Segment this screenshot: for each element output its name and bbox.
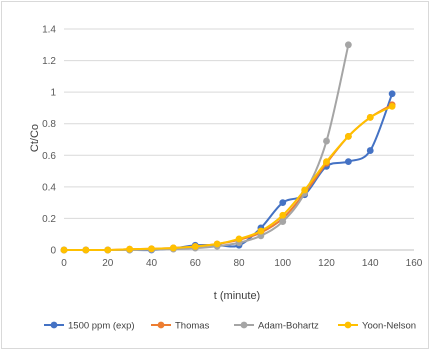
data-point: [191, 243, 199, 250]
data-point: [82, 246, 90, 254]
x-tick-label: 160: [406, 258, 423, 269]
y-tick-label: 0.2: [42, 214, 56, 225]
data-point: [344, 132, 352, 140]
y-tick-label: 0: [50, 246, 56, 257]
tick-labels: 0 0.2 0.4 0.6 0.8 1 1.2 1.4 0 20 40 60 80 100 120 140 16…: [42, 25, 423, 270]
data-point: [301, 186, 309, 194]
y-tick-label: 0.4: [42, 182, 56, 193]
legend-label: Yoon-Nelson: [362, 321, 416, 332]
legend-entry: Yoon-Nelson: [338, 321, 416, 332]
x-tick-label: 120: [318, 258, 335, 269]
x-tick-label: 40: [146, 258, 158, 269]
data-point: [388, 90, 396, 98]
data-point: [323, 137, 330, 145]
legend-swatch-marker: [344, 321, 352, 329]
x-tick-label: 100: [274, 258, 291, 269]
data-point: [366, 147, 374, 154]
legend-label: Adam-Bohartz: [258, 321, 319, 332]
x-tick-label: 60: [190, 258, 202, 269]
data-point: [213, 240, 221, 248]
data-point: [344, 41, 352, 49]
legend: 1500 ppm (exp) Thomas Adam-Bohartz Yoon-Nel…: [44, 321, 416, 332]
series-yoon-nelson: [60, 102, 396, 254]
legend-swatch-marker: [240, 321, 248, 329]
gridlines: [64, 28, 414, 219]
y-tick-label: 1: [50, 88, 56, 99]
y-tick-label: 0.8: [42, 119, 56, 130]
data-point: [169, 244, 177, 252]
legend-entry: 1500 ppm (exp): [44, 321, 135, 332]
data-point: [60, 246, 68, 254]
data-point: [279, 218, 287, 225]
data-point: [235, 235, 243, 243]
legend-swatch-marker: [50, 321, 58, 329]
series-line: [63, 105, 394, 252]
series-line: [63, 103, 394, 252]
series-lines: [60, 41, 396, 254]
y-tick-label: 1.2: [42, 56, 56, 67]
data-point: [279, 199, 287, 207]
legend-label: 1500 ppm (exp): [68, 321, 135, 332]
legend-label: Thomas: [175, 321, 210, 332]
data-point: [257, 232, 265, 240]
x-tick-label: 20: [102, 258, 114, 269]
x-tick-label: 0: [61, 258, 67, 269]
data-point: [257, 227, 265, 235]
series-1500-ppm-exp-: [60, 90, 396, 254]
y-axis-title: Ct/Co: [29, 124, 41, 152]
data-point: [279, 211, 287, 219]
legend-entry: Thomas: [151, 321, 210, 332]
series-line: [63, 43, 350, 252]
y-tick-label: 1.4: [42, 25, 56, 36]
x-tick-label: 80: [233, 258, 245, 269]
data-point: [323, 158, 330, 166]
legend-entry: Adam-Bohartz: [234, 321, 319, 332]
series-adam-bohartz: [60, 41, 352, 254]
x-axis-title: t (minute): [214, 290, 260, 302]
y-tick-label: 0.6: [42, 151, 56, 162]
data-point: [104, 246, 112, 254]
data-point: [148, 245, 155, 253]
legend-swatch-marker: [157, 321, 165, 329]
data-point: [126, 245, 134, 253]
x-tick-label: 140: [362, 258, 379, 269]
series-line: [63, 92, 394, 252]
data-point: [388, 102, 396, 110]
data-point: [344, 158, 352, 166]
data-point: [366, 114, 374, 121]
